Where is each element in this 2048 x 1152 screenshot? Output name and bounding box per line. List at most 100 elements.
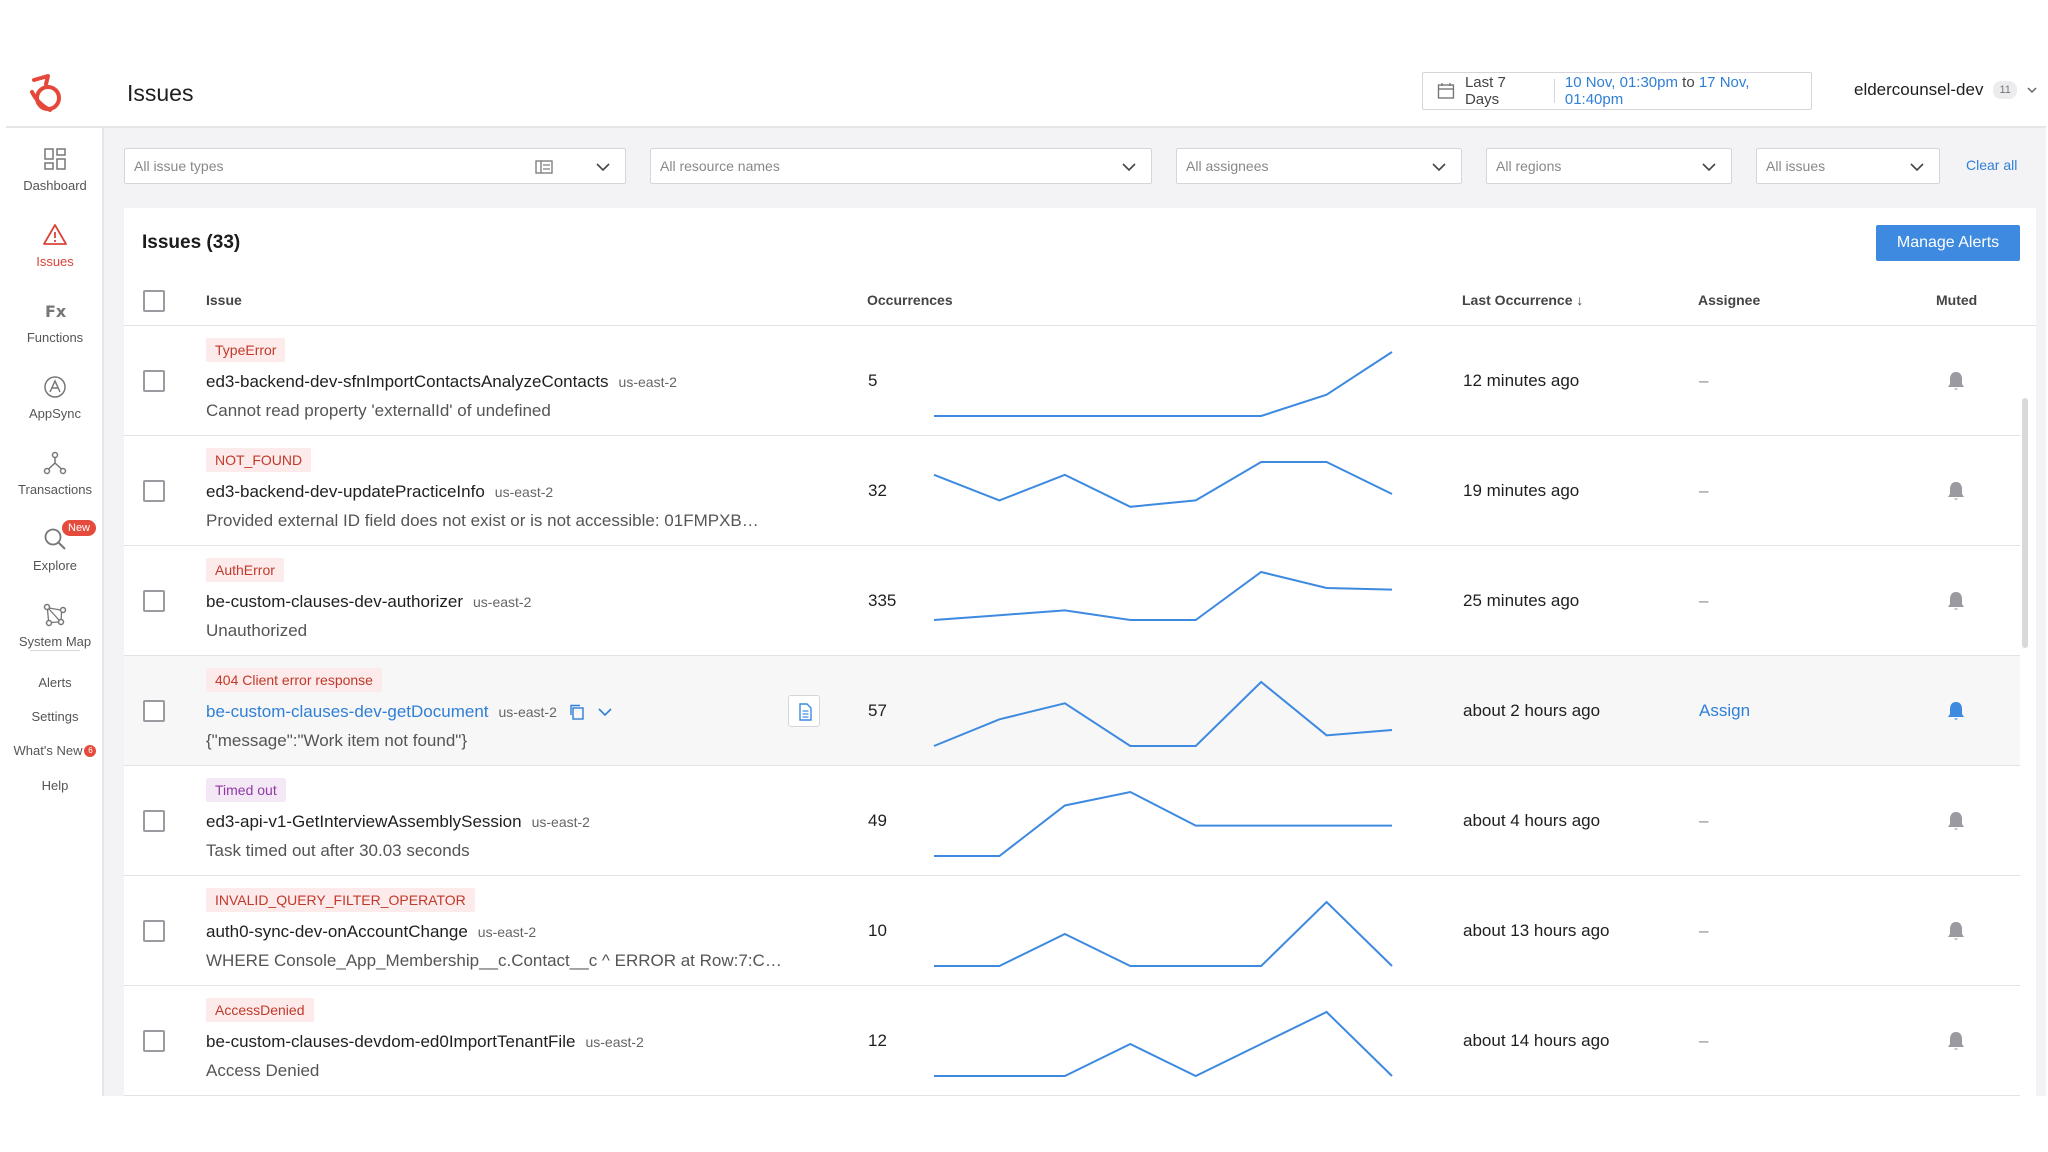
sidebar-item-label: Dashboard	[23, 178, 87, 193]
copy-icon[interactable]	[569, 704, 585, 720]
assignees-filter-value: All assignees	[1186, 158, 1269, 174]
assignee-value: –	[1699, 1031, 1709, 1050]
occurrence-count: 12	[868, 1031, 887, 1050]
assignee-value: –	[1699, 371, 1709, 390]
bell-icon[interactable]	[1946, 480, 1966, 502]
occurrence-count: 10	[868, 921, 887, 940]
issues-panel: Issues (33) Manage Alerts Issue Occurren…	[124, 208, 2036, 1096]
search-icon	[44, 528, 66, 550]
assign-link[interactable]: Assign	[1699, 701, 1751, 720]
sidebar-link-help[interactable]: Help	[41, 778, 69, 793]
resource-name[interactable]: be-custom-clauses-devdom-ed0ImportTenant…	[206, 1032, 576, 1051]
column-header-issue[interactable]: Issue	[206, 292, 242, 308]
row-checkbox[interactable]	[143, 1030, 165, 1052]
select-all-checkbox[interactable]	[143, 290, 165, 312]
sidebar-item-dashboard[interactable]: Dashboard	[6, 146, 104, 193]
table-row[interactable]: INVALID_QUERY_FILTER_OPERATOR auth0-sync…	[124, 876, 2020, 986]
resource-name[interactable]: auth0-sync-dev-onAccountChange	[206, 922, 468, 941]
sidebar-item-label: Functions	[26, 330, 84, 345]
column-header-assignee[interactable]: Assignee	[1698, 292, 1761, 308]
sidebar-link-settings[interactable]: Settings	[31, 709, 79, 724]
table-row[interactable]: Timed out ed3-api-v1-GetInterviewAssembl…	[124, 766, 2020, 876]
table-row[interactable]: 404 Client error response be-custom-clau…	[124, 656, 2020, 766]
row-checkbox[interactable]	[143, 590, 165, 612]
table-row[interactable]: AccessDenied be-custom-clauses-devdom-ed…	[124, 986, 2020, 1096]
app-window: Issues Last 7 Days 10 Nov, 01:30pm to 17…	[6, 60, 2046, 1096]
manage-alerts-button[interactable]: Manage Alerts	[1876, 225, 2020, 261]
sidebar-item-appsync[interactable]: AppSync	[6, 374, 104, 421]
header-divider	[124, 325, 2036, 326]
assignee-value: –	[1699, 591, 1709, 610]
issue-message: Access Denied	[206, 1061, 320, 1080]
issue-message: Task timed out after 30.03 seconds	[206, 841, 470, 860]
bell-icon[interactable]	[1946, 370, 1966, 392]
date-preset: Last 7 Days	[1464, 74, 1506, 108]
column-header-occurrences[interactable]: Occurrences	[867, 292, 953, 308]
resource-name[interactable]: ed3-backend-dev-sfnImportContactsAnalyze…	[206, 372, 609, 391]
error-type-tag: 404 Client error response	[206, 668, 382, 692]
assignees-filter[interactable]: All assignees	[1176, 148, 1462, 184]
sidebar-link-alerts[interactable]: Alerts	[38, 675, 72, 690]
occurrence-count: 5	[868, 371, 878, 390]
sidebar-item-system-map[interactable]: System Map	[6, 602, 104, 649]
issue-types-filter-value: All issue types	[134, 158, 224, 174]
column-header-last-occurrence[interactable]: Last Occurrence ↓	[1462, 292, 1584, 308]
bell-icon[interactable]	[1946, 700, 1966, 722]
issue-message: WHERE Console_App_Membership__c.Contact_…	[206, 951, 782, 970]
row-checkbox[interactable]	[143, 480, 165, 502]
table-scrollbar[interactable]	[2022, 398, 2028, 648]
chevron-down-icon[interactable]	[597, 704, 613, 720]
resource-names-filter[interactable]: All resource names	[650, 148, 1152, 184]
account-count-badge: 11	[1993, 81, 2017, 99]
bell-icon[interactable]	[1946, 920, 1966, 942]
sidebar-item-functions[interactable]: Fx Functions	[6, 298, 104, 345]
occurrence-sparkline	[934, 1010, 1393, 1078]
resource-name[interactable]: ed3-backend-dev-updatePracticeInfo	[206, 482, 485, 501]
regions-filter[interactable]: All regions	[1486, 148, 1732, 184]
region-label: us-east-2	[473, 594, 532, 610]
last-occurrence: about 4 hours ago	[1463, 811, 1601, 830]
issue-message: Unauthorized	[206, 621, 308, 640]
resource-names-filter-value: All resource names	[660, 158, 780, 174]
table-row[interactable]: AuthError be-custom-clauses-dev-authoriz…	[124, 546, 2020, 656]
region-label: us-east-2	[477, 924, 537, 940]
calendar-icon	[1437, 83, 1455, 99]
lumigo-logo-icon[interactable]	[20, 70, 70, 120]
sidebar-item-explore[interactable]: New Explore	[6, 520, 104, 573]
occurrence-count: 32	[868, 481, 887, 500]
sidebar-item-issues[interactable]: Issues	[6, 222, 104, 269]
issue-name-line: be-custom-clauses-dev-authorizer us-east…	[206, 592, 531, 612]
resource-name-link[interactable]: be-custom-clauses-dev-getDocument	[206, 702, 489, 721]
resource-name[interactable]: ed3-api-v1-GetInterviewAssemblySession	[206, 812, 522, 831]
table-row[interactable]: NOT_FOUND ed3-backend-dev-updatePractice…	[124, 436, 2020, 546]
sidebar-item-label: AppSync	[28, 406, 82, 421]
assignee-value: –	[1699, 921, 1709, 940]
regions-filter-value: All regions	[1496, 158, 1562, 174]
resource-name[interactable]: be-custom-clauses-dev-authorizer	[206, 592, 463, 611]
sidebar: Dashboard Issues Fx Functions AppSync	[6, 128, 104, 1096]
issues-status-filter[interactable]: All issues	[1756, 148, 1940, 184]
occurrence-sparkline	[934, 790, 1392, 857]
account-switcher[interactable]: eldercounsel-dev 11	[1854, 80, 2039, 100]
bell-icon[interactable]	[1946, 590, 1966, 612]
issue-types-filter[interactable]: All issue types	[124, 148, 626, 184]
assignee-value: –	[1699, 811, 1709, 830]
column-header-muted[interactable]: Muted	[1936, 292, 1978, 308]
table-row[interactable]: TypeError ed3-backend-dev-sfnImportConta…	[124, 326, 2020, 436]
sidebar-item-label: Explore	[32, 558, 78, 573]
sidebar-link-whats-new[interactable]: What's New 6	[6, 743, 104, 758]
sidebar-item-transactions[interactable]: Transactions	[6, 450, 104, 497]
table-view-icon[interactable]	[535, 159, 553, 175]
view-document-button[interactable]	[788, 695, 820, 727]
sparkline-series	[934, 900, 1393, 967]
row-checkbox[interactable]	[143, 370, 165, 392]
row-checkbox[interactable]	[143, 810, 165, 832]
date-range-value: 10 Nov, 01:30pm to 17 Nov, 01:40pm	[1565, 74, 1811, 108]
row-checkbox[interactable]	[143, 700, 165, 722]
bell-icon[interactable]	[1946, 810, 1966, 832]
whats-new-label: What's New	[13, 743, 83, 758]
bell-icon[interactable]	[1946, 1030, 1966, 1052]
row-checkbox[interactable]	[143, 920, 165, 942]
date-range-picker[interactable]: Last 7 Days 10 Nov, 01:30pm to 17 Nov, 0…	[1422, 72, 1812, 110]
clear-all-link[interactable]: Clear all	[1966, 157, 2018, 173]
